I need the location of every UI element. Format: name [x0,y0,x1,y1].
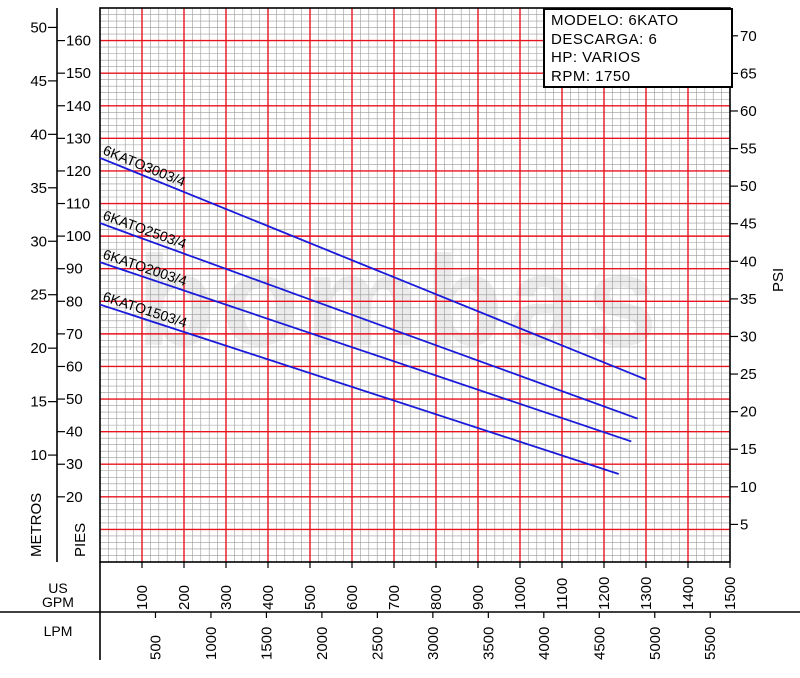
gpm-tick-label: 700 [386,585,403,610]
gpm-tick-label: 900 [470,585,487,610]
pump-curve-line [99,222,638,420]
pies-tick-label: 80 [66,293,83,310]
psi-tick-label: 55 [740,141,757,158]
pies-tick-label: 50 [66,391,83,408]
gpm-tick-label: 100 [134,585,151,610]
pump-curve-line [99,157,647,381]
modelo-text: MODELO: 6KATO [551,12,679,29]
psi-tick-label: 35 [740,291,757,308]
psi-tick-label: 15 [740,441,757,458]
pump-curve-line [99,261,632,443]
lpm-tick-label: 2000 [314,627,331,660]
lpm-tick-label: 1500 [258,627,275,660]
lpm-tick-label: 4000 [536,627,553,660]
lpm-tick-label: 5000 [647,627,664,660]
major-grid [100,8,730,562]
metros-tick-label: 10 [30,447,47,464]
plot-border [99,7,731,563]
pies-tick-label: 90 [66,261,83,278]
lpm-tick-label: 4500 [591,627,608,660]
psi-tick-label: 45 [740,216,757,233]
pies-axis-label: PIES [72,523,89,557]
descarga-text: DESCARGA: 6 [551,30,658,48]
gpm-tick-label: 600 [344,585,361,610]
gpm-tick-label: 1400 [680,577,697,610]
gpm-tick-label: 1500 [722,577,739,610]
metros-tick-label: 15 [30,394,47,411]
pies-tick-label: 110 [66,196,90,213]
psi-tick-label: 70 [740,28,757,45]
gpm-tick-label: 500 [302,585,319,610]
pump-curve-line [99,303,619,475]
gpm-tick-label: 400 [260,585,277,610]
tick-labels: 10 15 20 25 30 35 40 45 50 20 30 40 50 60 70 80 90 100 110… [30,19,756,660]
metros-tick-label: 25 [30,287,47,304]
psi-axis-label: PSI [770,268,787,292]
gpm-tick-label: 800 [428,585,445,610]
psi-tick-label: 10 [740,479,757,496]
lpm-tick-label: 2500 [369,627,386,660]
psi-tick-label: 5 [740,516,748,533]
pies-tick-label: 40 [66,424,83,441]
pies-tick-label: 150 [66,65,91,82]
psi-tick-label: 65 [740,65,757,82]
us-gpm-axis-label-us: US [48,580,67,596]
rpm-text: RPM: 1750 [551,67,631,85]
pump-curve-label: 6KATO3003/4 [101,142,188,190]
metros-tick-label: 30 [30,233,47,250]
lpm-axis-label: LPM [44,623,73,639]
psi-tick-label: 60 [740,103,757,120]
us-gpm-axis-label-gpm: GPM [42,594,74,610]
lpm-tick-label: 500 [147,635,164,660]
gpm-tick-label: 1200 [596,577,613,610]
pies-tick-label: 70 [66,326,83,343]
pies-tick-label: 120 [66,163,91,180]
pump-info-box: MODELO: 6KATO DESCARGA: 6 HP: VARIOS RPM… [543,8,733,88]
pies-tick-label: 30 [66,456,83,473]
gpm-tick-label: 300 [218,585,235,610]
psi-tick-label: 30 [740,328,757,345]
metros-tick-label: 50 [30,19,47,36]
metros-tick-label: 45 [30,73,47,90]
pies-tick-label: 100 [66,228,91,245]
hp-text: HP: VARIOS [551,49,641,66]
gpm-tick-label: 200 [176,585,193,610]
metros-tick-label: 40 [30,126,47,143]
metros-tick-label: 35 [30,180,47,197]
pies-tick-label: 130 [66,130,91,147]
lpm-tick-label: 3500 [480,627,497,660]
lpm-tick-label: 3000 [425,627,442,660]
pies-tick-label: 60 [66,358,83,375]
lpm-tick-label: 1000 [203,627,220,660]
pies-tick-label: 140 [66,98,91,115]
gpm-tick-label: 1100 [554,578,571,610]
gpm-tick-label: 1000 [512,577,529,610]
pies-tick-label: 20 [66,489,83,506]
metros-axis-label: METROS [28,493,45,557]
psi-tick-label: 50 [740,178,757,195]
lpm-tick-label: 5500 [702,627,719,660]
psi-tick-label: 40 [740,253,757,270]
psi-tick-label: 20 [740,404,757,421]
psi-tick-label: 25 [740,366,757,383]
metros-tick-label: 20 [30,340,47,357]
axes [0,7,800,660]
pies-tick-label: 160 [66,33,91,50]
gpm-tick-label: 1300 [638,577,655,610]
